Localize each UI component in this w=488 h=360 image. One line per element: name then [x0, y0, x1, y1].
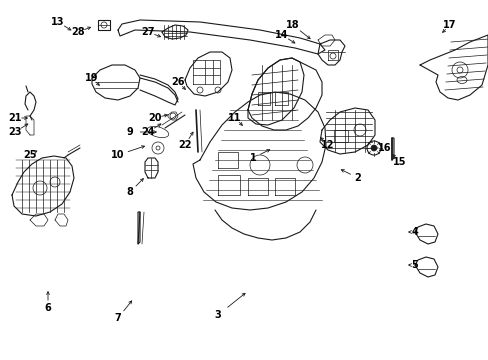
- Polygon shape: [391, 138, 393, 160]
- Text: 14: 14: [275, 30, 288, 40]
- Text: 13: 13: [51, 17, 64, 27]
- Text: 8: 8: [126, 187, 133, 197]
- Text: 17: 17: [442, 20, 456, 30]
- Text: 22: 22: [178, 140, 191, 150]
- Circle shape: [370, 145, 376, 151]
- Text: 12: 12: [321, 140, 334, 150]
- Text: 10: 10: [111, 150, 124, 160]
- Text: 27: 27: [141, 27, 154, 37]
- Text: 1: 1: [249, 153, 256, 163]
- Text: 20: 20: [148, 113, 162, 123]
- Text: 6: 6: [44, 303, 51, 313]
- Text: 7: 7: [114, 313, 121, 323]
- Text: 9: 9: [126, 127, 133, 137]
- Text: 28: 28: [71, 27, 84, 37]
- Text: 11: 11: [228, 113, 241, 123]
- Text: 4: 4: [411, 227, 418, 237]
- Text: 5: 5: [411, 260, 418, 270]
- Text: 23: 23: [8, 127, 21, 137]
- Text: 24: 24: [141, 127, 154, 137]
- Text: 3: 3: [214, 310, 221, 320]
- Text: 21: 21: [8, 113, 21, 123]
- Text: 25: 25: [23, 150, 37, 160]
- Text: 26: 26: [171, 77, 184, 87]
- Polygon shape: [138, 212, 140, 244]
- Text: 15: 15: [392, 157, 406, 167]
- Text: 16: 16: [378, 143, 391, 153]
- Text: 18: 18: [285, 20, 299, 30]
- Text: 19: 19: [85, 73, 99, 83]
- Text: 2: 2: [354, 173, 361, 183]
